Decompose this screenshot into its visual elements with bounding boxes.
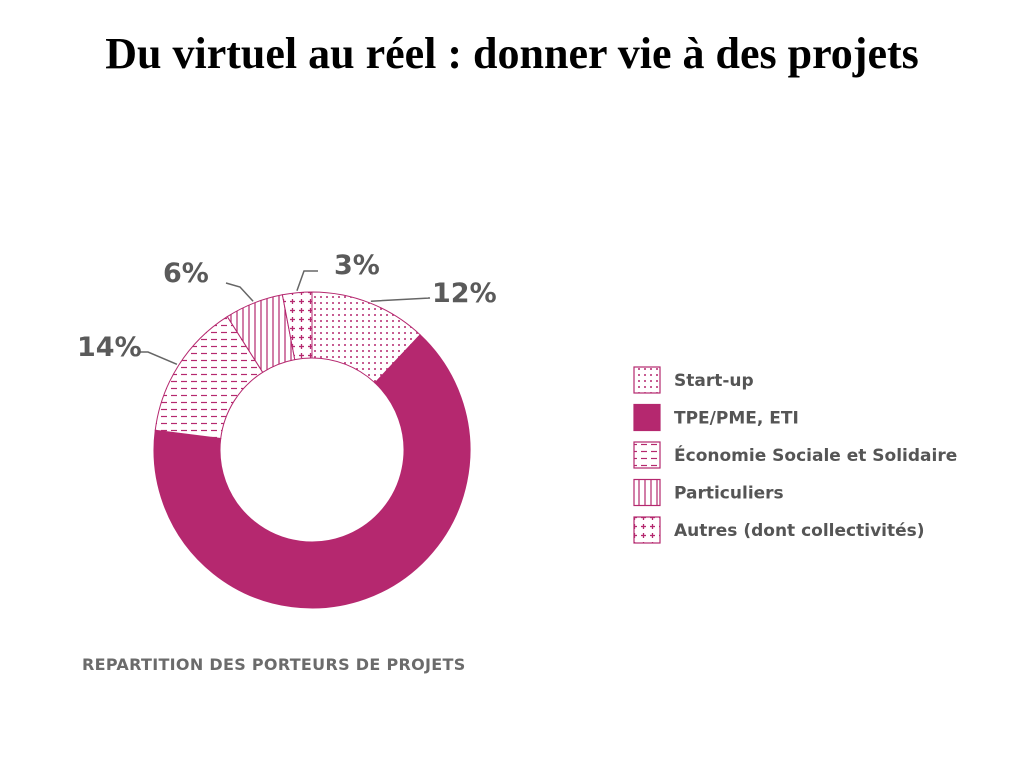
legend-label-start-up: Start-up (674, 371, 754, 391)
leader-line-autres-dont-collectivites (296, 270, 318, 291)
slice-label-autres-dont-collectivites: 3% (334, 250, 380, 281)
slice-label-particuliers: 6% (163, 258, 209, 289)
legend-label-autres-dont-collectivites: Autres (dont collectivités) (674, 521, 925, 541)
legend-swatch-start-up (633, 366, 661, 394)
chart-caption: REPARTITION DES PORTEURS DE PROJETS (82, 655, 466, 674)
legend-swatch-economie-sociale-et-solidaire (633, 441, 661, 469)
slice-label-economie-sociale-et-solidaire: 14% (77, 332, 142, 363)
legend-swatch-particuliers (633, 478, 661, 507)
slice-autres-dont-collectivites (281, 291, 313, 361)
slide-title: Du virtuel au réel : donner vie à des pr… (105, 29, 919, 78)
legend-label-particuliers: Particuliers (674, 484, 784, 504)
slice-label-start-up: 12% (432, 278, 497, 309)
legend-swatch-tpe-pme-eti (633, 403, 661, 432)
leader-line-start-up (370, 297, 431, 302)
legend-label-tpe-pme-eti: TPE/PME, ETI (674, 409, 799, 429)
legend-label-economie-sociale-et-solidaire: Économie Sociale et Solidaire (674, 444, 957, 466)
leader-line-economie-sociale-et-solidaire (140, 351, 178, 365)
slice-label-tpe-pme-eti: 65% (353, 620, 396, 641)
leader-line-particuliers (225, 282, 254, 302)
legend-swatch-autres-dont-collectivites (633, 516, 661, 544)
slice-tpe-pme-eti (153, 334, 471, 609)
